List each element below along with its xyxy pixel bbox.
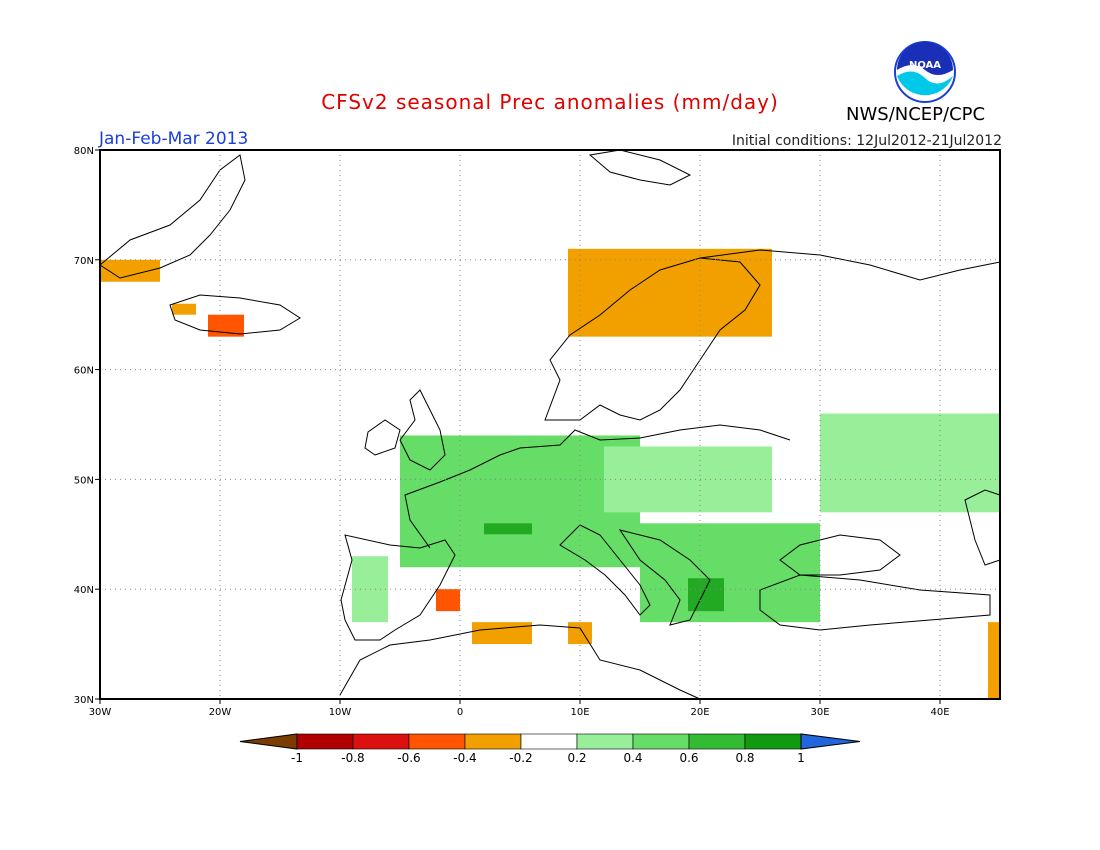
coastline xyxy=(99,154,246,279)
colorbar-arrow-left xyxy=(239,733,298,750)
lon-tick-label: 10W xyxy=(329,707,352,718)
coastline xyxy=(340,534,456,641)
lat-tick-label: 80N xyxy=(74,146,94,157)
season-label: Jan-Feb-Mar 2013 xyxy=(99,129,249,149)
coastline xyxy=(559,524,651,616)
lon-tick-label: 10E xyxy=(570,707,589,718)
anomaly-region xyxy=(688,578,724,612)
colorbar-label: 0.6 xyxy=(679,751,698,765)
anomaly-region xyxy=(640,523,820,623)
anomaly-region xyxy=(436,589,460,612)
colorbar-label: -0.6 xyxy=(397,751,420,765)
colorbar-bin xyxy=(464,733,522,750)
anomaly-region xyxy=(208,314,244,337)
colorbar-bin xyxy=(520,733,578,750)
coastline xyxy=(759,574,991,631)
colorbar-bin xyxy=(296,733,354,750)
colorbar-bin xyxy=(632,733,690,750)
coastline xyxy=(404,424,791,549)
colorbar-label: 0.8 xyxy=(735,751,754,765)
coastline xyxy=(699,249,1001,281)
anomaly-region xyxy=(172,303,196,315)
coastline xyxy=(618,529,711,626)
anomaly-region xyxy=(400,435,640,568)
coastline xyxy=(399,389,446,471)
colorbar-label: 0.2 xyxy=(567,751,586,765)
initial-conditions-label: Initial conditions: 12Jul2012-21Jul2012 xyxy=(731,133,1002,149)
noaa-logo-icon: NOAA xyxy=(894,41,956,103)
lon-tick-label: 20E xyxy=(690,707,709,718)
lat-tick-label: 40N xyxy=(74,585,94,596)
anomaly-region xyxy=(820,413,1000,513)
lat-tick-label: 30N xyxy=(74,695,94,706)
lon-tick-label: 20W xyxy=(209,707,232,718)
colorbar-bin xyxy=(408,733,466,750)
map-panel: 30W 20W 10W 0 10E 20E 30E 40E 30N 40N 50N 60N 70N 80N xyxy=(74,146,1001,718)
anomaly-region xyxy=(484,523,532,535)
colorbar-label: 0.4 xyxy=(623,751,642,765)
lon-tick-label: 0 xyxy=(457,707,463,718)
coastline xyxy=(339,624,701,700)
anomaly-region xyxy=(568,248,772,337)
colorbar-bin xyxy=(688,733,746,750)
lon-tick-label: 30E xyxy=(810,707,829,718)
coastline xyxy=(779,534,901,576)
anomaly-region xyxy=(988,622,1000,699)
colorbar-bin xyxy=(352,733,410,750)
colorbar-bin xyxy=(744,733,802,750)
anomaly-region xyxy=(100,259,160,282)
lat-tick-label: 50N xyxy=(74,475,94,486)
coastline xyxy=(588,149,692,186)
agency-label: NWS/NCEP/CPC xyxy=(846,104,986,125)
coastline xyxy=(364,419,401,456)
anomaly-region xyxy=(472,622,532,645)
colorbar-bin xyxy=(576,733,634,750)
colorbar-label: 1 xyxy=(797,751,805,765)
anomaly-region xyxy=(604,446,772,513)
colorbar-label: -0.8 xyxy=(341,751,364,765)
lon-tick-label: 40E xyxy=(930,707,949,718)
map-frame xyxy=(99,149,1001,700)
lat-tick-label: 70N xyxy=(74,256,94,267)
coastline xyxy=(544,257,761,421)
coastline xyxy=(169,294,301,335)
lat-tick-label: 60N xyxy=(74,366,94,377)
lon-tick-label: 30W xyxy=(89,707,112,718)
colorbar-arrow-right xyxy=(800,733,861,750)
chart-title: CFSv2 seasonal Prec anomalies (mm/day) xyxy=(321,90,779,114)
logo-text: NOAA xyxy=(909,60,941,71)
colorbar-label: -1 xyxy=(291,751,303,765)
colorbar-label: -0.2 xyxy=(509,751,532,765)
colorbar-label: -0.4 xyxy=(453,751,476,765)
